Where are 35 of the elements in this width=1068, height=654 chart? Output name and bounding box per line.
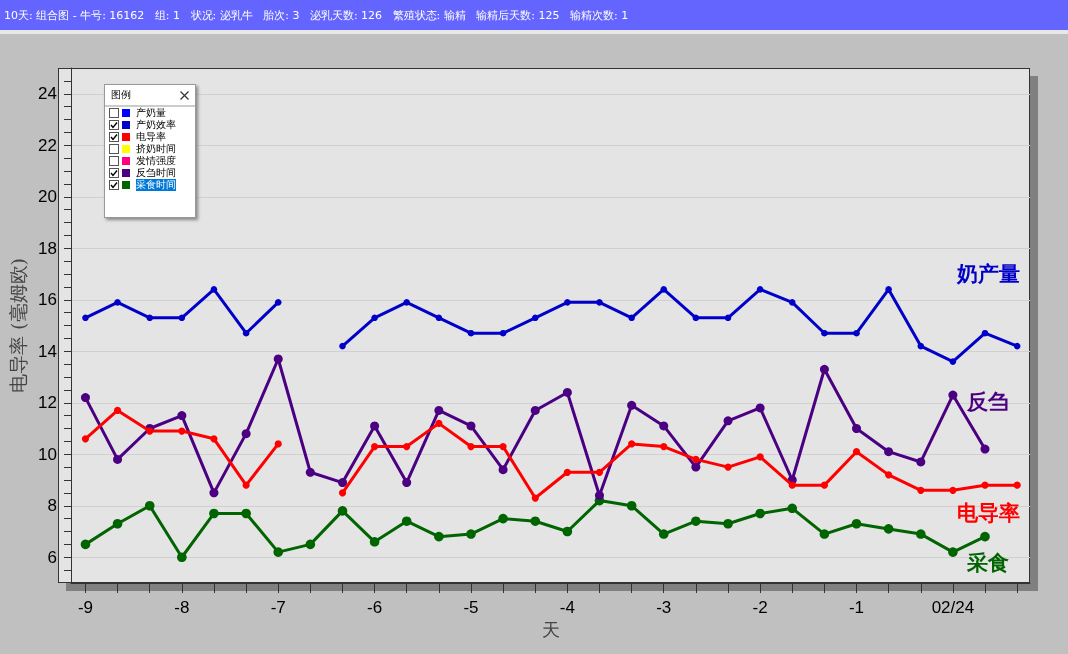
- y-axis-title: 电导率 (毫姆欧): [6, 258, 29, 393]
- x-tick-label: -7: [270, 598, 286, 617]
- y-tick-label: 12: [38, 393, 57, 413]
- legend-label: 产奶效率: [136, 119, 176, 131]
- chart-title: 10天: 组合图 - 牛号: 16162 组: 1 状况: 泌乳牛 胎次: 3 泌乳天数: 126 繁殖状态: 输精 输精后天数: 125 输精次数: 1: [0, 0, 1068, 30]
- y-tick-label: 6: [47, 547, 57, 567]
- y-tick-label: 14: [38, 341, 57, 361]
- annotation: 采食: [966, 550, 1009, 575]
- x-tick-label: -2: [752, 598, 768, 617]
- y-tick-label: 16: [38, 290, 57, 310]
- x-tick-label: -9: [77, 598, 94, 617]
- x-tick-label: -3: [656, 598, 672, 617]
- legend-label: 产奶量: [136, 107, 166, 119]
- y-tick-label: 20: [38, 187, 57, 207]
- x-tick-label: -6: [367, 598, 383, 617]
- x-tick-label: -8: [174, 598, 190, 617]
- legend-label: 采食时间: [136, 179, 176, 191]
- legend-label: 挤奶时间: [136, 143, 176, 155]
- legend-label: 电导率: [136, 131, 166, 143]
- legend-label: 反刍时间: [136, 167, 176, 179]
- x-tick-label: -5: [463, 598, 479, 617]
- y-tick-label: 8: [47, 496, 57, 516]
- x-tick-label: 02/24: [931, 598, 975, 617]
- annotation: 反刍: [966, 390, 1009, 415]
- y-tick-label: 18: [38, 238, 57, 258]
- x-tick-label: -1: [848, 598, 865, 617]
- annotation: 电导率: [956, 501, 1020, 526]
- annotation: 奶产量: [955, 262, 1020, 287]
- x-tick-label: -4: [559, 598, 575, 617]
- y-tick-label: 22: [38, 135, 57, 155]
- y-tick-label: 24: [38, 84, 57, 104]
- legend-label: 发情强度: [136, 155, 176, 167]
- legend-title: 图例: [105, 85, 195, 107]
- x-axis-title: 天: [541, 619, 560, 641]
- y-tick-label: 10: [38, 444, 57, 464]
